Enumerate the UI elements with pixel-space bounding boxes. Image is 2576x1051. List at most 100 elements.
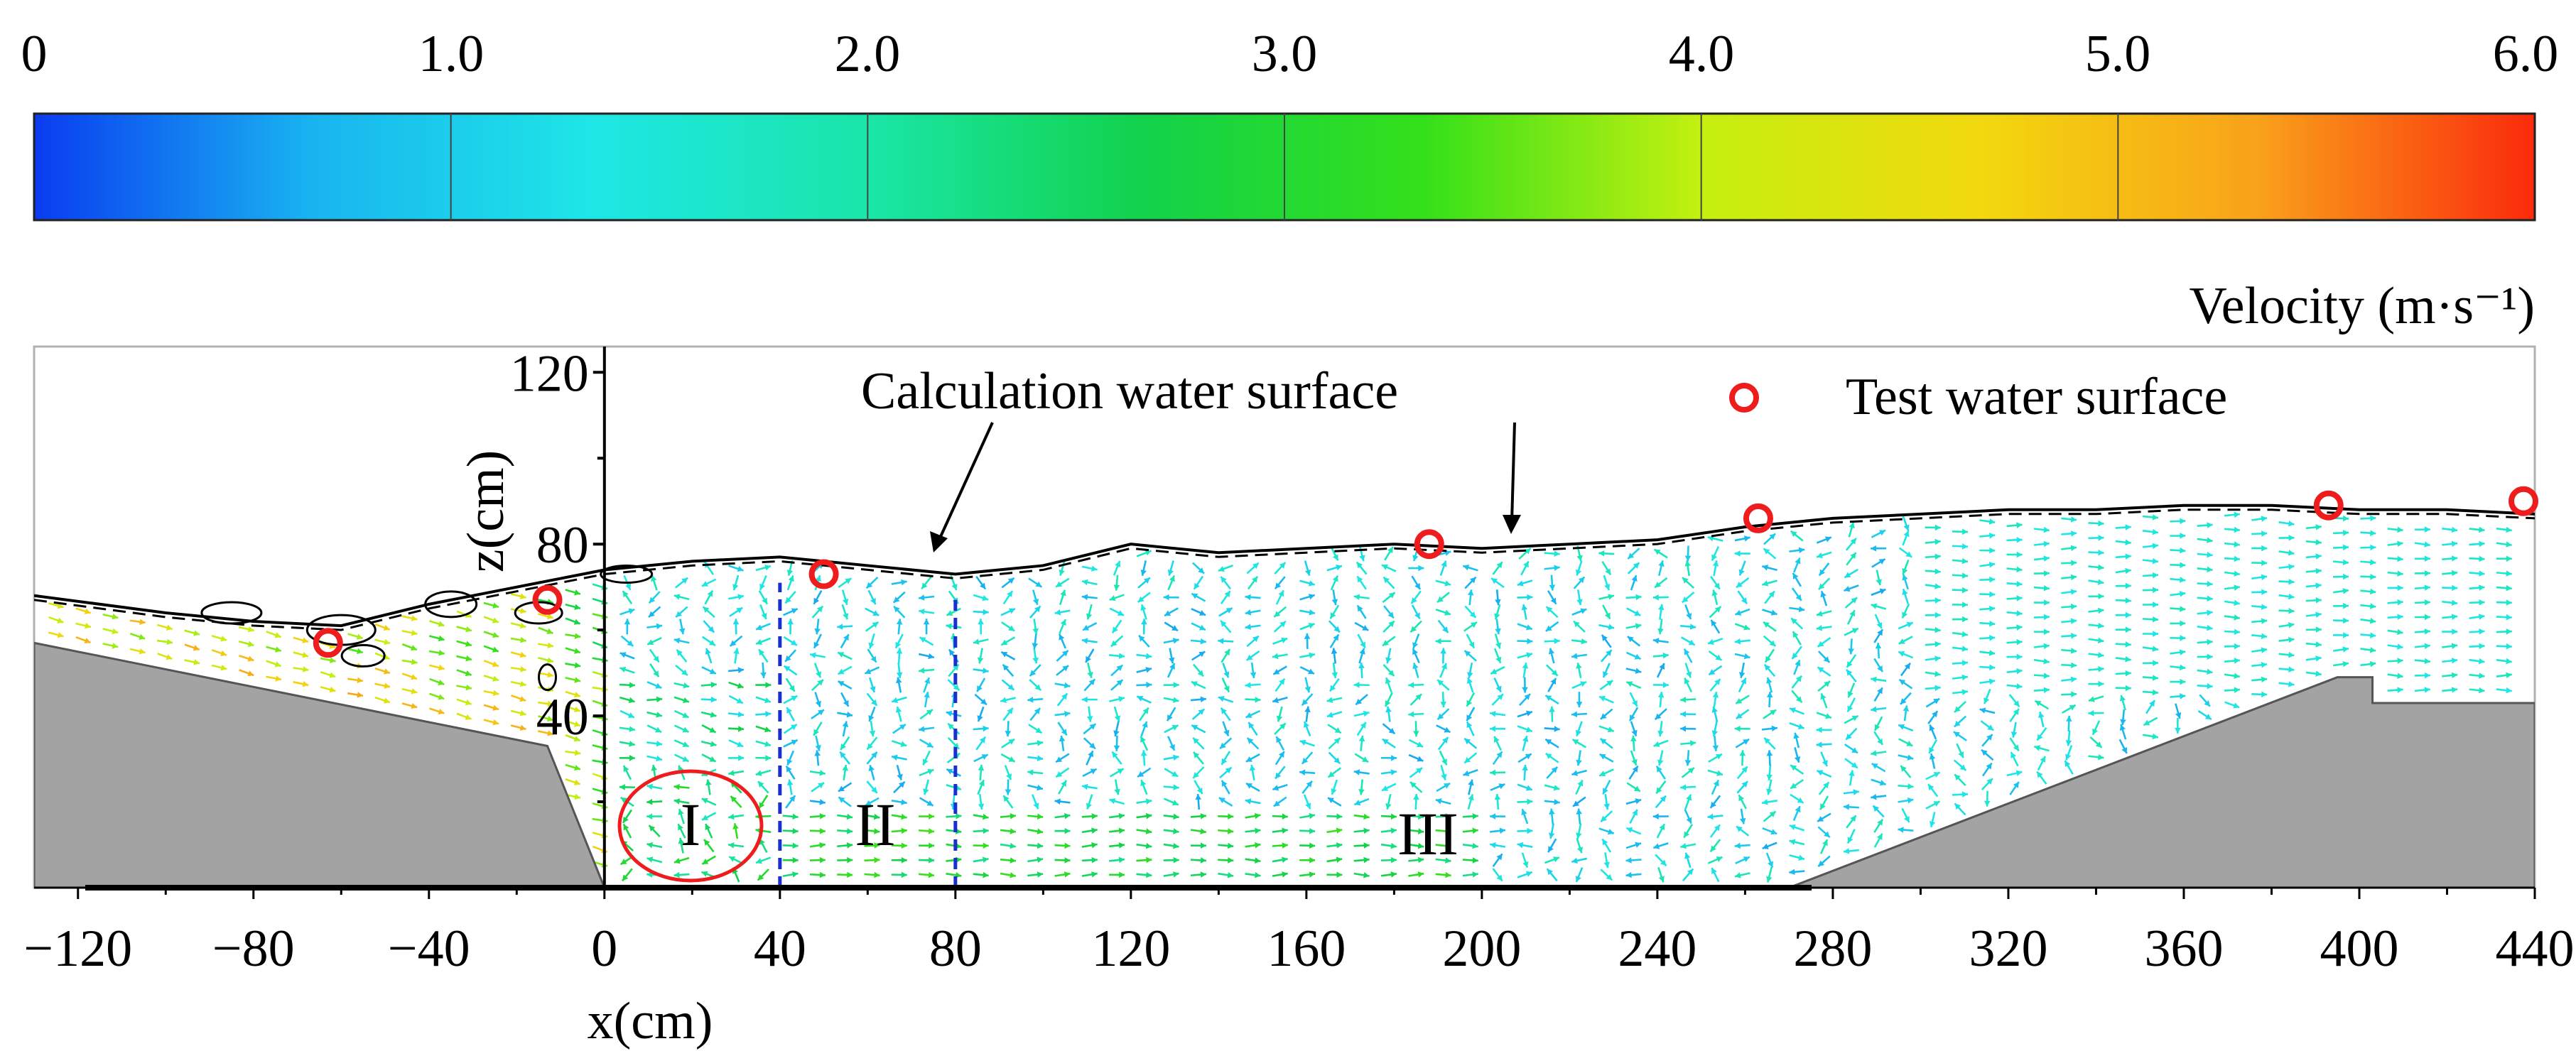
- velocity-arrowhead: [2149, 700, 2155, 707]
- velocity-arrowhead: [2152, 514, 2158, 521]
- velocity-arrowhead: [1850, 815, 1856, 822]
- velocity-arrowhead: [1304, 633, 1311, 639]
- velocity-arrowhead: [1037, 828, 1044, 834]
- velocity-arrowhead: [891, 754, 898, 761]
- velocity-arrowhead: [1741, 597, 1747, 604]
- velocity-arrowhead: [649, 597, 656, 604]
- velocity-arrowhead: [1522, 663, 1529, 669]
- velocity-arrowhead: [983, 725, 989, 732]
- velocity-arrowhead: [874, 842, 880, 849]
- velocity-arrowhead: [1576, 846, 1584, 854]
- velocity-arrowhead: [1634, 653, 1641, 660]
- velocity-arrowhead: [2478, 658, 2485, 665]
- velocity-arrowhead: [1227, 842, 1234, 849]
- velocity-arrowhead: [1385, 803, 1392, 810]
- velocity-arrowhead: [2070, 589, 2077, 595]
- velocity-arrowhead: [1415, 694, 1422, 700]
- velocity-arrowhead: [901, 842, 907, 849]
- velocity-arrowhead: [1961, 791, 1969, 797]
- velocity-arrowhead: [1272, 697, 1279, 704]
- velocity-arrowhead: [623, 766, 629, 773]
- velocity-arrowhead: [2179, 649, 2186, 655]
- velocity-arrowhead: [1625, 857, 1632, 864]
- velocity-arrowhead: [2152, 675, 2159, 681]
- velocity-arrowhead: [1382, 739, 1389, 745]
- x-tick-label: 0: [591, 920, 617, 978]
- velocity-arrowhead: [1707, 813, 1714, 820]
- velocity-arrowhead: [2370, 515, 2376, 522]
- velocity-arrowhead: [1634, 610, 1641, 616]
- velocity-arrowhead: [2207, 653, 2213, 660]
- velocity-arrowhead: [2369, 618, 2376, 624]
- velocity-arrowhead: [1764, 737, 1770, 744]
- velocity-arrowhead: [1417, 871, 1424, 878]
- velocity-arrowhead: [2011, 731, 2018, 738]
- velocity-arrowhead: [1275, 772, 1282, 779]
- velocity-arrowhead: [1851, 715, 1858, 721]
- velocity-arrowhead: [1653, 741, 1660, 747]
- velocity-arrowhead: [817, 680, 823, 686]
- velocity-arrowhead: [870, 655, 877, 663]
- velocity-arrowhead: [1527, 827, 1533, 834]
- velocity-arrowhead: [924, 692, 930, 698]
- velocity-arrowhead: [646, 842, 654, 849]
- velocity-arrowhead: [1823, 656, 1830, 663]
- velocity-arrowhead: [1790, 765, 1797, 771]
- velocity-arrowhead: [2043, 555, 2050, 562]
- velocity-arrowhead: [701, 871, 708, 877]
- velocity-arrowhead: [1109, 798, 1116, 805]
- velocity-arrowhead: [2234, 541, 2240, 548]
- velocity-arrowhead: [574, 662, 581, 669]
- velocity-arrowhead: [1001, 639, 1008, 646]
- velocity-arrowhead: [2043, 643, 2050, 650]
- velocity-arrowhead: [1010, 857, 1016, 864]
- velocity-arrowhead: [411, 702, 418, 709]
- velocity-arrowhead: [1118, 653, 1125, 660]
- velocity-arrowhead: [1221, 707, 1227, 714]
- velocity-arrowhead: [1464, 756, 1471, 763]
- velocity-arrowhead: [2479, 643, 2485, 650]
- velocity-arrowhead: [653, 655, 659, 663]
- velocity-arrowhead: [2016, 638, 2023, 646]
- velocity-arrowhead: [1655, 582, 1662, 588]
- velocity-arrowhead: [1682, 577, 1689, 584]
- left-bed-slope: [34, 641, 606, 888]
- velocity-arrowhead: [1546, 606, 1553, 613]
- velocity-arrowhead: [2451, 526, 2458, 533]
- velocity-arrowhead: [2315, 670, 2322, 677]
- velocity-arrowhead: [1766, 788, 1773, 795]
- velocity-arrowhead: [1871, 545, 1877, 552]
- velocity-arrowhead: [1054, 798, 1061, 805]
- velocity-arrowhead: [1169, 663, 1175, 670]
- velocity-arrowhead: [2037, 734, 2043, 741]
- velocity-arrowhead: [1820, 591, 1827, 598]
- velocity-arrowhead: [2174, 727, 2181, 734]
- velocity-arrowhead: [1082, 579, 1088, 586]
- velocity-arrowhead: [2424, 614, 2430, 621]
- velocity-arrowhead: [547, 700, 553, 707]
- velocity-arrowhead: [676, 649, 683, 656]
- velocity-arrowhead: [492, 661, 499, 668]
- velocity-arrowhead: [728, 770, 735, 776]
- x-tick-label: 440: [2496, 920, 2575, 978]
- velocity-arrowhead: [410, 645, 417, 651]
- velocity-arrowhead: [625, 583, 632, 590]
- velocity-arrowhead: [896, 619, 903, 625]
- velocity-arrowhead: [2098, 652, 2104, 658]
- region-label-III: III: [1397, 800, 1459, 868]
- velocity-arrowhead: [928, 871, 935, 878]
- velocity-arrowhead: [1499, 827, 1506, 834]
- velocity-arrowhead: [1899, 679, 1906, 685]
- velocity-arrowhead: [2098, 753, 2104, 761]
- velocity-arrowhead: [1490, 710, 1496, 717]
- velocity-arrowhead: [2234, 584, 2240, 591]
- velocity-arrowhead: [1227, 828, 1234, 834]
- velocity-arrowhead: [1445, 813, 1451, 819]
- velocity-arrowhead: [1191, 593, 1198, 599]
- velocity-arrowhead: [383, 668, 390, 675]
- velocity-arrowhead: [1355, 698, 1363, 705]
- velocity-arrowhead: [982, 594, 989, 601]
- velocity-arrowhead: [1332, 575, 1338, 582]
- velocity-arrowhead: [1113, 745, 1120, 751]
- velocity-arrowhead: [1851, 597, 1858, 604]
